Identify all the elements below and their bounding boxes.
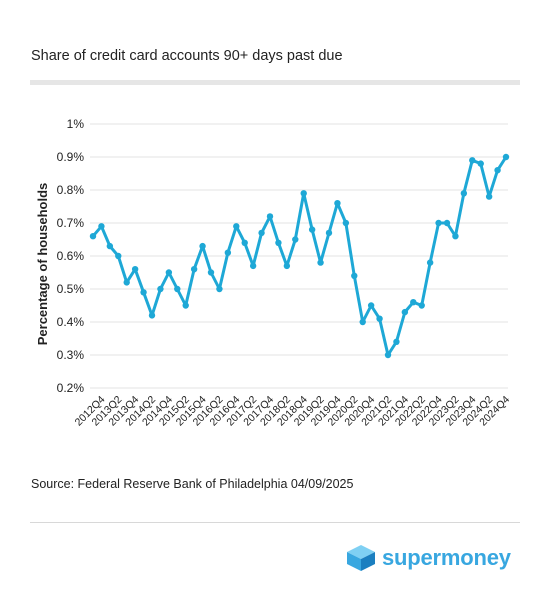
data-point <box>115 252 122 260</box>
y-axis-label: Percentage of households <box>35 183 50 346</box>
data-point <box>325 229 333 237</box>
data-point <box>342 219 350 227</box>
data-point <box>140 289 147 296</box>
data-point <box>106 242 114 250</box>
footer-divider <box>30 522 520 523</box>
data-point <box>123 279 130 286</box>
data-point <box>241 239 248 246</box>
data-point <box>216 285 223 293</box>
gridlines <box>90 123 508 389</box>
data-point <box>249 262 257 270</box>
data-point <box>460 190 468 197</box>
brand-name: supermoney <box>382 545 511 570</box>
y-tick-labels: 0.2% 0.3% 0.4% 0.5% 0.6% 0.7% 0.8% 0.9% 1% <box>57 117 85 395</box>
data-point <box>469 157 476 164</box>
source-note: Source: Federal Reserve Bank of Philadel… <box>31 477 354 491</box>
data-point <box>367 302 375 309</box>
data-point <box>199 242 206 250</box>
data-point <box>89 233 97 240</box>
data-point <box>393 338 400 345</box>
data-point <box>443 219 451 227</box>
title-divider <box>30 80 520 85</box>
data-point <box>334 200 341 207</box>
data-point <box>317 259 324 266</box>
data-point <box>207 269 215 276</box>
y-tick-label: 0.4% <box>57 315 85 329</box>
data-point <box>376 315 383 322</box>
data-point <box>190 266 198 273</box>
data-point <box>401 308 409 316</box>
data-point <box>418 302 425 309</box>
data-point <box>157 285 164 293</box>
data-point <box>266 213 274 220</box>
data-point <box>502 153 510 161</box>
y-tick-label: 0.7% <box>57 216 85 230</box>
data-point <box>148 312 156 319</box>
y-tick-label: 0.5% <box>57 282 85 296</box>
data-point <box>283 262 291 270</box>
y-tick-label: 0.2% <box>57 381 85 395</box>
data-point <box>182 302 189 309</box>
data-points <box>89 153 510 359</box>
logo-cube-icon <box>347 545 375 571</box>
data-point <box>410 299 417 306</box>
data-point <box>384 351 392 359</box>
chart-title: Share of credit card accounts 90+ days p… <box>31 48 343 64</box>
data-point <box>477 160 484 167</box>
data-point <box>258 229 265 237</box>
data-point <box>452 233 459 240</box>
data-point <box>98 223 105 230</box>
data-point <box>224 249 232 256</box>
data-point <box>485 193 493 200</box>
data-point <box>435 219 442 227</box>
data-point <box>174 285 181 293</box>
supermoney-logo: supermoney <box>346 544 511 572</box>
data-point <box>300 190 307 197</box>
data-point <box>275 239 282 246</box>
y-tick-label: 1% <box>67 117 85 131</box>
y-tick-label: 0.9% <box>57 150 85 164</box>
data-point <box>308 226 316 233</box>
data-point <box>233 223 240 230</box>
data-point <box>292 236 299 243</box>
data-point <box>351 272 358 279</box>
y-tick-label: 0.8% <box>57 183 85 197</box>
line-chart: 0.2% 0.3% 0.4% 0.5% 0.6% 0.7% 0.8% 0.9% 1% 2012Q… <box>35 117 513 429</box>
data-point <box>359 318 366 326</box>
data-point <box>165 269 173 276</box>
y-tick-label: 0.3% <box>57 348 85 362</box>
data-point <box>426 259 434 266</box>
data-point <box>131 266 139 273</box>
x-tick-labels: 2012Q42013Q22013Q42014Q22014Q42015Q22015… <box>73 394 513 429</box>
y-tick-label: 0.6% <box>57 249 85 263</box>
data-point <box>494 167 501 174</box>
